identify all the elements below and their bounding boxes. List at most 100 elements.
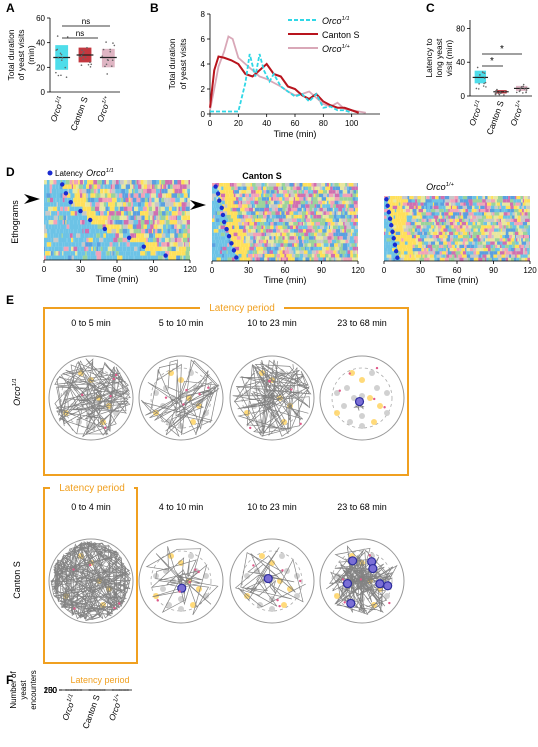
- ethogram-segment: [222, 246, 227, 251]
- ethogram-segment: [501, 218, 506, 223]
- ethogram-segment: [107, 228, 112, 234]
- latency-dot: [384, 197, 389, 202]
- ethogram-segment: [471, 225, 477, 229]
- ethogram-segment: [494, 222, 497, 226]
- ethogram-segment: [107, 215, 112, 221]
- ethogram-segment: [304, 214, 308, 219]
- ethogram-segment: [314, 239, 317, 244]
- ethogram-segment: [460, 215, 464, 219]
- ethogram-segment: [412, 248, 417, 252]
- y-tick-label: 40: [36, 39, 45, 48]
- ethogram-segment: [90, 188, 94, 194]
- ethogram-segment: [501, 257, 506, 262]
- ethogram-segment: [299, 253, 304, 258]
- ethogram-segment: [73, 197, 78, 203]
- ethogram-segment: [397, 228, 403, 232]
- ethogram-segment: [440, 202, 445, 206]
- ethogram-segment: [223, 229, 226, 233]
- ethogram-segment: [138, 206, 143, 212]
- panel-letter-F: F: [6, 673, 13, 687]
- ethogram-segment: [213, 229, 219, 233]
- ethogram-segment: [479, 241, 483, 245]
- ethogram-segment: [282, 250, 285, 255]
- ethogram-segment: [313, 246, 319, 251]
- ethogram-segment: [114, 255, 118, 261]
- ethogram-segment: [257, 250, 259, 255]
- ethogram-segment: [77, 193, 80, 198]
- ethogram-segment: [310, 243, 315, 248]
- ethogram-segment: [387, 248, 393, 252]
- ethogram-segment: [90, 255, 93, 261]
- ethogram-segment: [220, 257, 223, 262]
- ethogram-segment: [167, 246, 172, 252]
- ethogram-segment: [423, 241, 429, 245]
- ethogram-segment: [400, 209, 404, 213]
- ethogram-segment: [312, 225, 318, 230]
- ethogram-segment: [412, 202, 417, 206]
- ethogram-segment: [136, 237, 139, 243]
- ethogram-segment: [114, 215, 120, 221]
- x-tick-label: 120: [523, 266, 537, 275]
- ethogram-segment: [130, 197, 133, 203]
- ethogram-segment: [260, 246, 264, 251]
- ethogram-segment: [122, 224, 128, 230]
- ethogram-segment: [218, 207, 220, 212]
- ethogram-segment: [472, 231, 478, 236]
- ethogram-segment: [68, 202, 72, 207]
- latency-dot: [213, 184, 218, 189]
- ethogram-segment: [128, 215, 131, 221]
- group-superscript: 1/1: [66, 693, 74, 703]
- ethogram-segment: [385, 241, 389, 245]
- ethogram-segment: [119, 206, 124, 212]
- ethogram-segment: [91, 184, 94, 190]
- latency-dot: [391, 236, 396, 241]
- ethogram-segment: [414, 231, 418, 236]
- ethogram-segment: [46, 228, 50, 234]
- ethogram-segment: [263, 214, 267, 219]
- ethogram-segment: [418, 244, 423, 249]
- ethogram-segment: [187, 237, 190, 243]
- ethogram-segment: [293, 211, 299, 216]
- ethogram-segment: [144, 193, 150, 198]
- ethogram-segment: [175, 206, 177, 212]
- ethogram-segment: [501, 254, 506, 258]
- ethogram-segment: [527, 231, 530, 236]
- ethogram-segment: [263, 225, 266, 230]
- ethogram-segment: [434, 212, 440, 216]
- ethogram-segment: [384, 257, 388, 262]
- ethogram-segment: [51, 246, 55, 252]
- ethogram-segment: [417, 228, 421, 232]
- ethogram-segment: [187, 228, 190, 234]
- ethogram-segment: [100, 246, 103, 252]
- ethogram-segment: [257, 243, 263, 248]
- ethogram-segment: [157, 242, 159, 247]
- ethogram-segment: [327, 236, 332, 240]
- series-line-2: [209, 35, 366, 114]
- ethogram-segment: [122, 202, 127, 207]
- ethogram-segment: [259, 236, 262, 240]
- ethogram-segment: [119, 180, 124, 185]
- ethogram-segment: [74, 202, 77, 207]
- ethogram-segment: [462, 241, 465, 245]
- ethogram-segment: [336, 190, 339, 194]
- ethogram-segment: [448, 257, 451, 262]
- ethogram-segment: [133, 193, 139, 198]
- latency-dot: [392, 242, 398, 247]
- x-tick-label: 60: [113, 265, 122, 274]
- ethogram-segment: [67, 237, 72, 243]
- ethogram-segment: [167, 188, 173, 194]
- ethogram-segment: [94, 193, 96, 198]
- data-point: [519, 87, 522, 89]
- ethogram-segment: [494, 225, 499, 229]
- ethogram-segment: [482, 257, 485, 262]
- ethogram-segment: [308, 239, 311, 244]
- ethogram-segment: [335, 229, 341, 233]
- ethogram-segment: [323, 243, 329, 248]
- ethogram-segment: [215, 253, 219, 258]
- ethogram-segment: [149, 246, 154, 252]
- ethogram-segment: [156, 188, 160, 194]
- ethogram-segment: [314, 232, 318, 237]
- ethogram-segment: [159, 206, 161, 212]
- data-point: [56, 35, 59, 37]
- ethogram-segment: [429, 196, 432, 200]
